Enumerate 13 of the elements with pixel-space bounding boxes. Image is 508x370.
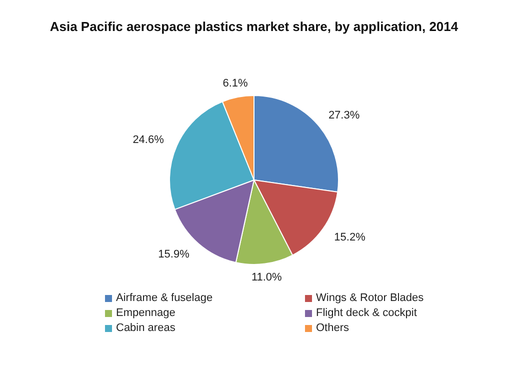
legend-label: Airframe & fuselage [116,292,213,304]
legend-label: Empennage [116,307,176,319]
chart-title: Asia Pacific aerospace plastics market share, by application, 2014 [48,19,460,34]
legend-label: Flight deck & cockpit [316,307,417,319]
data-label: 15.2% [334,231,366,244]
data-label: 15.9% [158,248,190,260]
legend-label: Others [316,322,350,334]
data-label: 6.1% [222,77,248,90]
legend-label: Cabin areas [116,322,176,334]
data-label: 24.6% [132,134,164,146]
legend-label: Wings & Rotor Blades [316,292,424,304]
data-label: 11.0% [251,272,282,284]
data-label: 27.3% [328,110,360,122]
